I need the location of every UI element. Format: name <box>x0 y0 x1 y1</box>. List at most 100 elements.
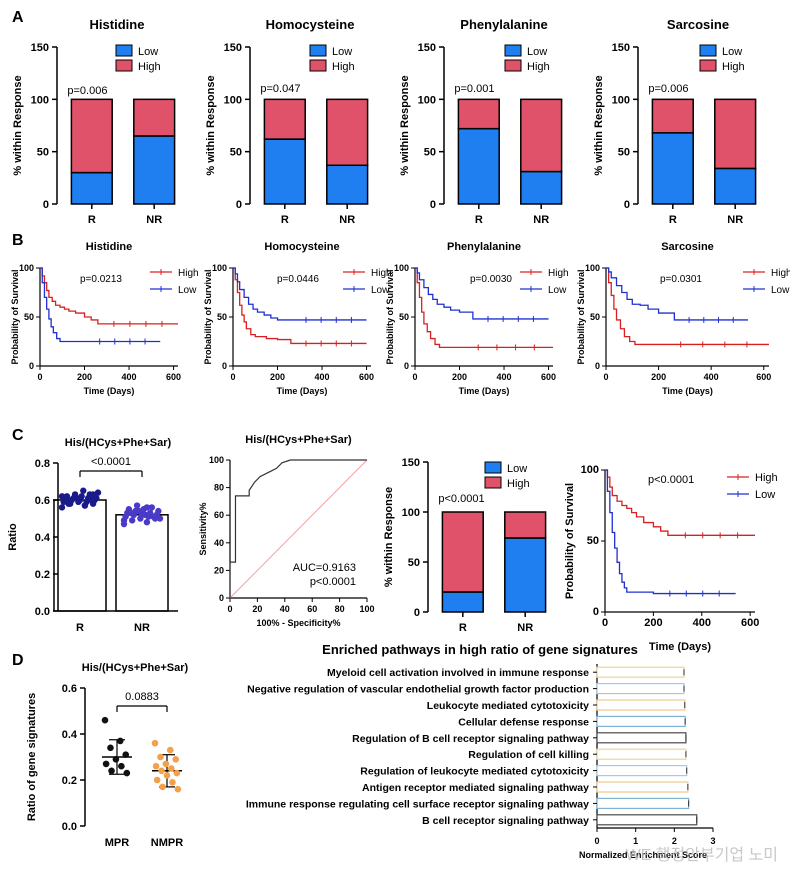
y-tick-label: 0.0 <box>62 821 77 833</box>
bar-low <box>457 127 500 205</box>
y-tick-label: 0.8 <box>35 458 50 470</box>
chart-title: His/(HCys+Phe+Sar) <box>245 434 352 446</box>
data-point <box>166 746 174 754</box>
data-point <box>143 519 151 526</box>
y-tick-label: 80 <box>214 483 224 493</box>
x-tick-label: MPR <box>105 837 130 849</box>
chart-title: Phenylalanine <box>447 241 521 253</box>
legend-label: High <box>507 478 530 490</box>
p-value: p<0.0001 <box>438 493 484 505</box>
x-tick-label: 200 <box>77 372 92 382</box>
y-axis-label: Probability of Survival <box>576 269 586 364</box>
y-tick-label: 0 <box>404 361 409 371</box>
pathway-label: Myeloid cell activation involved in immu… <box>327 667 589 679</box>
data-point <box>127 509 134 517</box>
data-point <box>58 504 66 511</box>
mean-bar <box>53 499 107 612</box>
x-tick-label: R <box>459 622 467 634</box>
legend-label: Low <box>755 489 775 501</box>
data-point <box>159 783 166 791</box>
x-tick-label: 20 <box>252 604 262 614</box>
y-tick-label: 50 <box>217 312 227 322</box>
legend-swatch-high <box>699 59 717 72</box>
pathway-label: Regulation of leukocyte mediated cytotox… <box>360 766 589 778</box>
data-point <box>158 767 165 775</box>
enrichment-bar <box>596 699 686 711</box>
data-point <box>172 756 180 763</box>
data-point <box>153 776 161 784</box>
p-value: 0.0883 <box>125 691 159 703</box>
legend-label: High <box>527 61 550 73</box>
pathway-label: Leukocyte mediated cytotoxicity <box>427 700 589 712</box>
y-axis-label: Probability of Survival <box>203 269 213 364</box>
data-point <box>155 507 162 515</box>
enrichment-bar <box>596 732 687 744</box>
diagonal-reference <box>229 459 368 599</box>
data-point <box>80 487 87 494</box>
x-tick-label: 400 <box>122 372 137 382</box>
x-tick-label: NR <box>727 214 743 226</box>
legend-swatch-low <box>484 461 502 474</box>
x-tick-label: 600 <box>541 372 556 382</box>
bar-low <box>70 171 113 205</box>
bar-high <box>326 98 369 167</box>
data-point <box>135 507 142 515</box>
y-tick-label: 0 <box>222 361 227 371</box>
x-tick-label: R <box>88 214 96 226</box>
data-point <box>174 785 182 793</box>
legend-swatch-high <box>309 59 327 72</box>
data-point <box>163 772 171 779</box>
y-tick-label: 60 <box>214 510 224 520</box>
data-point <box>156 515 164 522</box>
legend-label: Low <box>507 463 527 475</box>
data-point <box>81 502 89 509</box>
y-tick-label: 100 <box>612 94 630 106</box>
x-tick-label: 400 <box>704 372 719 382</box>
y-axis-label: Probability of Survival <box>10 269 20 364</box>
bar-low <box>520 170 563 205</box>
survival-curve-low <box>40 267 161 343</box>
y-tick-label: 0 <box>595 361 600 371</box>
data-point <box>88 496 95 504</box>
y-tick-label: 50 <box>590 312 600 322</box>
bar-low <box>504 537 547 613</box>
survival-curve-low <box>233 267 367 321</box>
data-point <box>150 513 157 520</box>
x-tick-label: NR <box>339 214 355 226</box>
data-point <box>94 489 102 496</box>
bar-high <box>714 98 757 170</box>
enrichment-bar <box>596 682 685 695</box>
bar-low <box>326 164 369 205</box>
y-tick-label: 0.2 <box>62 775 77 787</box>
x-tick-label: 600 <box>756 372 771 382</box>
y-tick-label: 0 <box>43 199 49 211</box>
bar-high <box>520 98 563 173</box>
data-point <box>78 493 85 500</box>
legend-swatch-high <box>484 476 502 489</box>
x-axis-label: Time (Days) <box>459 386 510 396</box>
y-tick-label: 50 <box>408 557 420 569</box>
x-tick-label: R <box>76 622 84 634</box>
y-axis-label: % within Response <box>593 75 605 175</box>
data-point <box>151 739 159 747</box>
p-value: p=0.0446 <box>277 274 319 285</box>
x-tick-label: 3 <box>710 836 715 846</box>
legend-swatch-low <box>504 44 522 57</box>
legend-label: High <box>755 472 778 484</box>
x-tick-label: 600 <box>359 372 374 382</box>
p-value: p=0.0030 <box>470 274 512 285</box>
data-point <box>120 517 128 524</box>
y-tick-label: 0.4 <box>62 729 78 741</box>
data-point <box>142 511 149 518</box>
panel-label: A <box>12 9 24 26</box>
bar-low <box>133 135 176 205</box>
y-axis-label: Sensitivity% <box>198 502 208 555</box>
p-value: p=0.0213 <box>80 274 122 285</box>
y-tick-label: 150 <box>612 42 630 54</box>
data-point <box>122 751 130 758</box>
y-tick-label: 50 <box>587 535 599 547</box>
y-tick-label: 0 <box>414 607 420 619</box>
chart-title: Histidine <box>90 17 145 32</box>
legend-label: Low <box>722 46 742 58</box>
data-point <box>118 762 125 770</box>
